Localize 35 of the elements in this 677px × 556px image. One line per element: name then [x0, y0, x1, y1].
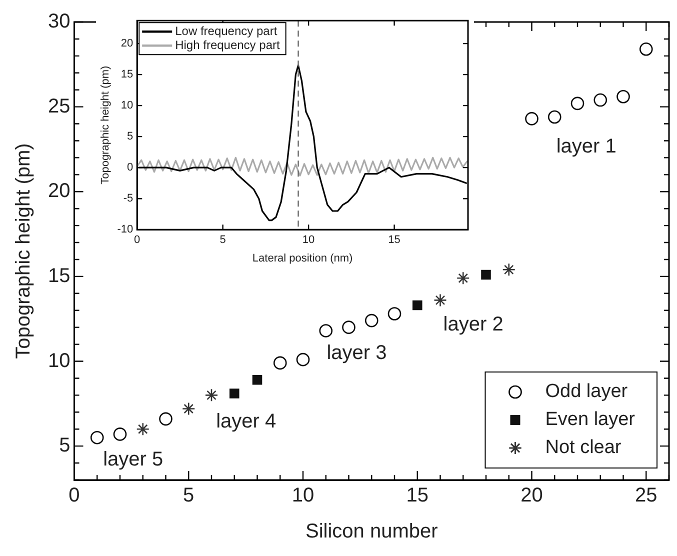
x-axis-title: Silicon number	[305, 520, 438, 543]
x-tick-label: 10	[292, 484, 314, 507]
y-axis-title: Topographic height (pm)	[12, 143, 35, 359]
y-tick-label: 0	[126, 162, 134, 174]
y-tick-label: 10	[120, 100, 134, 112]
y-tick-label: 25	[48, 95, 70, 118]
annotation: layer 3	[326, 342, 387, 364]
legend-label: Not clear	[545, 437, 622, 458]
x-tick-label: 10	[302, 234, 315, 246]
legend-label: Even layer	[545, 409, 636, 430]
y-tick-label: 20	[48, 180, 70, 202]
x-tick-label: 5	[183, 484, 194, 507]
x-tick-label: 15	[406, 484, 428, 507]
y-tick-label: 30	[48, 10, 70, 33]
y-tick-label: 20	[120, 38, 134, 50]
y-tick-label: -5	[123, 192, 134, 205]
y-tick-label: 15	[48, 264, 70, 287]
x-tick-label: 20	[520, 484, 543, 507]
annotation: layer 1	[556, 136, 616, 158]
x-tick-label: 15	[388, 234, 400, 246]
y-tick-label: 5	[59, 434, 70, 457]
y-tick-label: 15	[120, 68, 134, 81]
annotation: layer 5	[103, 448, 164, 470]
y-tick-label: 10	[48, 350, 70, 372]
x-tick-label: 25	[635, 484, 658, 507]
y-tick-label: -10	[117, 224, 134, 236]
legend-label: Odd layer	[545, 381, 628, 402]
annotation: layer 4	[216, 410, 276, 432]
annotation: layer 2	[443, 314, 504, 336]
legend-label: High frequency part	[175, 38, 280, 52]
x-tick-label: 5	[220, 234, 226, 246]
legend-label: Low frequency part	[175, 24, 278, 38]
y-tick-label: 5	[126, 130, 134, 143]
y-axis-title: Topographic height (pm)	[100, 66, 112, 184]
x-axis-title: Lateral position (nm)	[252, 252, 353, 264]
